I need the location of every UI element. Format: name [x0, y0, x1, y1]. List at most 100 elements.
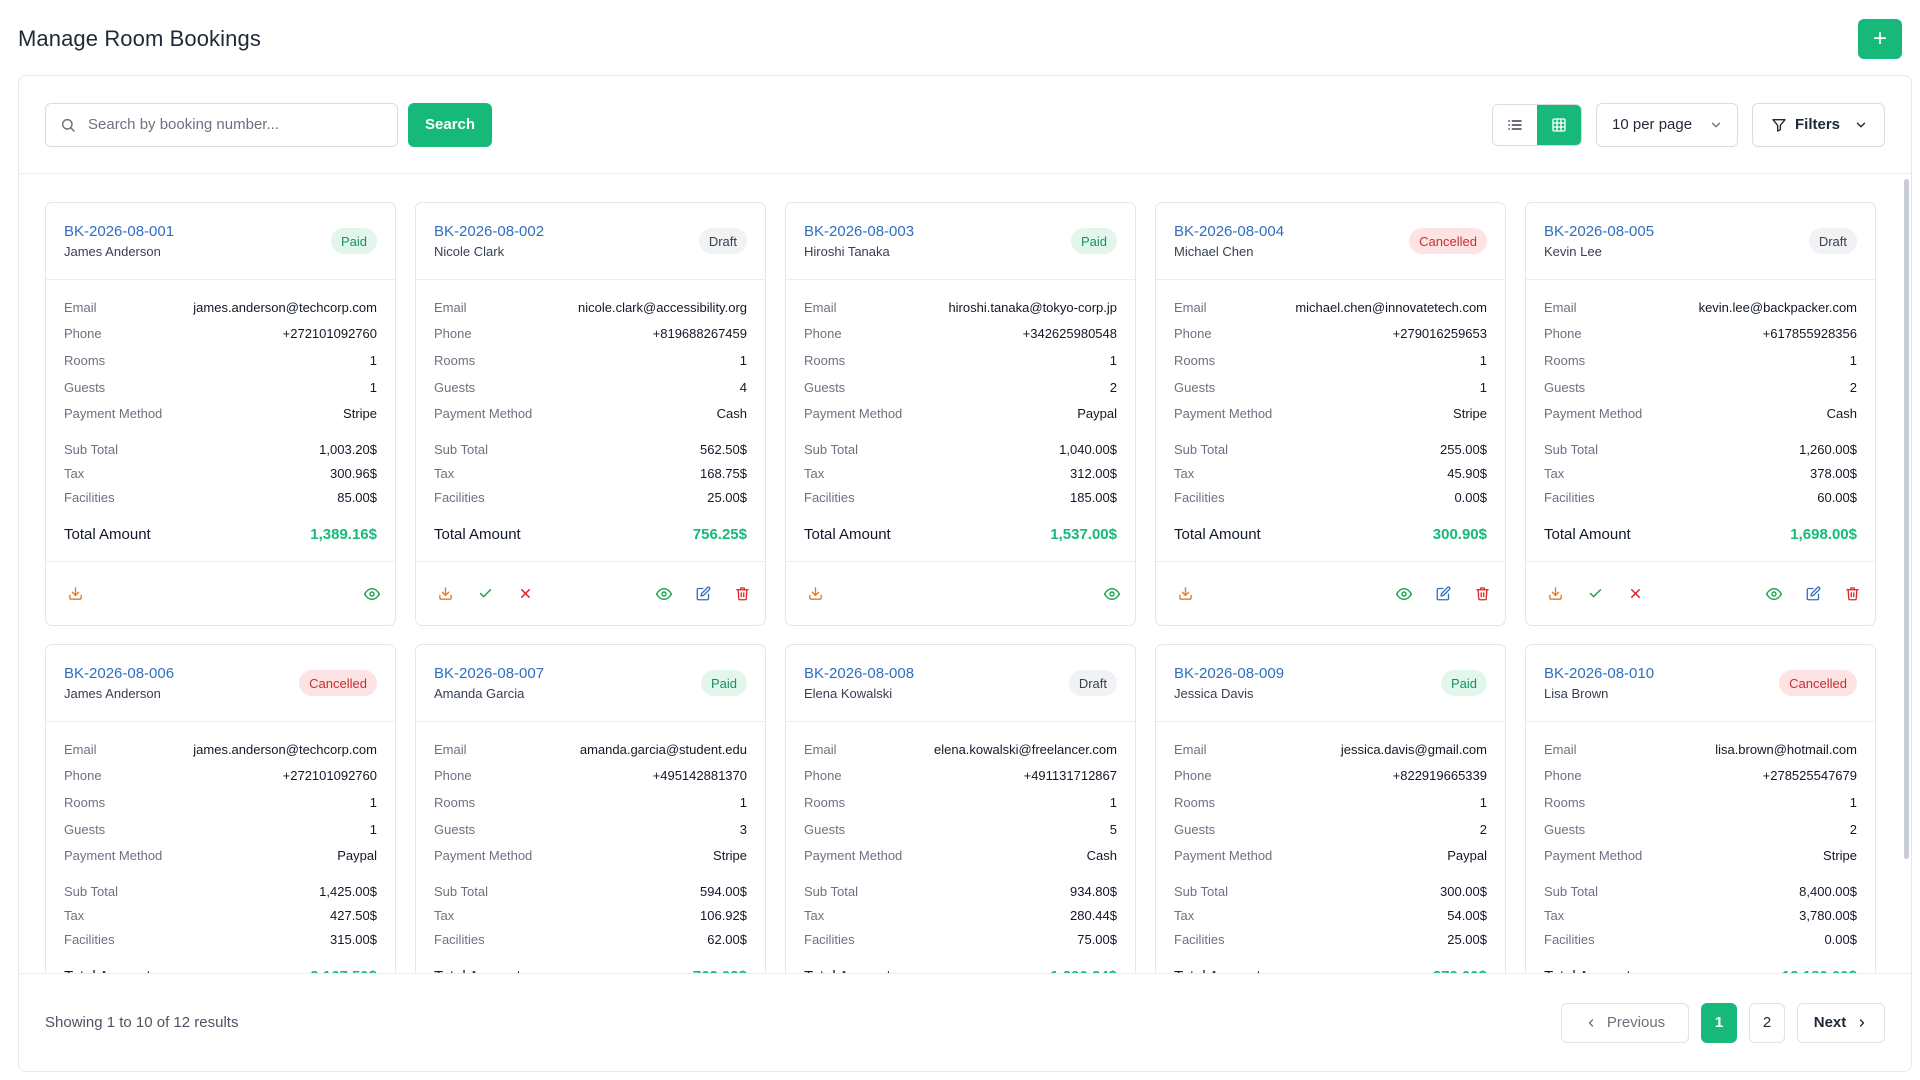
add-booking-button[interactable]: +	[1858, 19, 1902, 59]
facilities-label: Facilities	[1174, 932, 1225, 948]
booking-number-link[interactable]: BK-2026-08-005	[1544, 223, 1655, 240]
email-value: nicole.clark@accessibility.org	[577, 299, 747, 315]
list-view-button[interactable]	[1493, 104, 1537, 145]
page-button-1[interactable]: 1	[1701, 1002, 1737, 1043]
email-value: amanda.garcia@student.edu	[579, 741, 747, 757]
cards-scroll-area[interactable]: BK-2026-08-001 James Anderson Paid Email jam…	[19, 175, 1911, 975]
booking-number-link[interactable]: BK-2026-08-002	[434, 223, 545, 240]
approve-button[interactable]	[1586, 585, 1604, 603]
download-button[interactable]	[806, 585, 824, 603]
phone-value: +819688267459	[652, 326, 747, 342]
guests-value: 2	[1479, 821, 1487, 837]
sub-total-row: Sub Total 300.00$	[1174, 879, 1487, 903]
facilities-label: Facilities	[434, 932, 485, 948]
reject-button[interactable]	[516, 585, 534, 603]
edit-button[interactable]	[1804, 585, 1822, 603]
payment-method-label: Payment Method	[1174, 848, 1273, 864]
email-label: Email	[1544, 299, 1577, 315]
facilities-label: Facilities	[64, 490, 115, 506]
view-button[interactable]	[655, 585, 673, 603]
scrollbar-thumb[interactable]	[1904, 179, 1909, 859]
search-box[interactable]	[45, 102, 398, 147]
email-row: Email amanda.garcia@student.edu	[434, 736, 747, 763]
view-icon	[656, 587, 672, 600]
total-amount-value: 1,290.24$	[1050, 968, 1117, 975]
rooms-value: 1	[1849, 352, 1857, 368]
facilities-label: Facilities	[804, 932, 855, 948]
facilities-row: Facilities 25.00$	[434, 486, 747, 510]
rooms-label: Rooms	[434, 352, 476, 368]
payment-method-value: Stripe	[1453, 406, 1487, 422]
phone-label: Phone	[1174, 326, 1212, 342]
booking-number-link[interactable]: BK-2026-08-009	[1174, 665, 1285, 682]
view-button[interactable]	[363, 585, 381, 603]
email-row: Email james.anderson@techcorp.com	[64, 736, 377, 763]
booking-number-link[interactable]: BK-2026-08-001	[64, 223, 175, 240]
previous-page-button[interactable]: Previous	[1561, 1002, 1689, 1043]
card-footer	[416, 561, 765, 625]
delete-button[interactable]	[1473, 585, 1491, 603]
booking-number-link[interactable]: BK-2026-08-010	[1544, 665, 1655, 682]
booking-number-link[interactable]: BK-2026-08-008	[804, 665, 915, 682]
next-page-button[interactable]: Next	[1797, 1002, 1885, 1043]
edit-button[interactable]	[694, 585, 712, 603]
download-button[interactable]	[1546, 585, 1564, 603]
scrollbar[interactable]	[1903, 175, 1909, 975]
sub-total-value: 1,425.00$	[319, 883, 377, 899]
email-row: Email kevin.lee@backpacker.com	[1544, 294, 1857, 321]
card-header: BK-2026-08-007 Amanda Garcia Paid	[416, 645, 765, 722]
view-button[interactable]	[1765, 585, 1783, 603]
sub-total-value: 1,260.00$	[1799, 441, 1857, 457]
view-button[interactable]	[1103, 585, 1121, 603]
reject-button[interactable]	[1626, 585, 1644, 603]
booking-number-link[interactable]: BK-2026-08-006	[64, 665, 175, 682]
email-value: jessica.davis@gmail.com	[1340, 741, 1487, 757]
sub-total-row: Sub Total 1,040.00$	[804, 437, 1117, 461]
grid-view-button[interactable]	[1537, 104, 1581, 145]
booking-number-link[interactable]: BK-2026-08-004	[1174, 223, 1285, 240]
download-button[interactable]	[1176, 585, 1194, 603]
guest-name: Kevin Lee	[1544, 244, 1602, 259]
download-button[interactable]	[436, 585, 454, 603]
sub-total-label: Sub Total	[434, 441, 488, 457]
guests-value: 2	[1109, 379, 1117, 395]
phone-row: Phone +491131712867	[804, 763, 1117, 790]
guest-name: Nicole Clark	[434, 244, 505, 259]
sub-total-value: 594.00$	[700, 883, 747, 899]
page-header: Manage Room Bookings +	[18, 18, 1902, 60]
status-badge: Paid	[330, 228, 377, 254]
approve-button[interactable]	[476, 585, 494, 603]
payment-method-row: Payment Method Stripe	[1544, 842, 1857, 869]
view-button[interactable]	[1395, 585, 1413, 603]
booking-number-link[interactable]: BK-2026-08-003	[804, 223, 915, 240]
edit-button[interactable]	[1434, 585, 1452, 603]
guests-row: Guests 2	[1174, 816, 1487, 843]
plus-icon: +	[1872, 25, 1887, 52]
total-amount-label: Total Amount	[64, 968, 151, 975]
payment-method-row: Payment Method Paypal	[1174, 842, 1487, 869]
view-icon	[1766, 587, 1782, 600]
facilities-row: Facilities 185.00$	[804, 486, 1117, 510]
booking-number-link[interactable]: BK-2026-08-007	[434, 665, 545, 682]
total-amount-value: 2,167.50$	[310, 968, 377, 975]
phone-row: Phone +342625980548	[804, 321, 1117, 348]
card-body: Email kevin.lee@backpacker.com Phone +61785…	[1526, 280, 1875, 552]
payment-method-row: Payment Method Cash	[1544, 400, 1857, 427]
search-input[interactable]	[88, 116, 383, 133]
card-header: BK-2026-08-005 Kevin Lee Draft	[1526, 203, 1875, 280]
rooms-row: Rooms 1	[64, 347, 377, 374]
page-button-2[interactable]: 2	[1749, 1002, 1785, 1043]
sub-total-value: 562.50$	[700, 441, 747, 457]
search-button[interactable]: Search	[408, 102, 493, 147]
email-row: Email elena.kowalski@freelancer.com	[804, 736, 1117, 763]
download-button[interactable]	[66, 585, 84, 603]
delete-button[interactable]	[733, 585, 751, 603]
total-amount-label: Total Amount	[64, 525, 151, 543]
edit-icon	[1436, 586, 1450, 601]
per-page-select[interactable]: 10 per page	[1596, 102, 1738, 147]
delete-button[interactable]	[1843, 585, 1861, 603]
guest-name: James Anderson	[64, 686, 161, 701]
email-row: Email nicole.clark@accessibility.org	[434, 294, 747, 321]
filters-button[interactable]: Filters	[1752, 102, 1885, 147]
rooms-row: Rooms 1	[434, 789, 747, 816]
